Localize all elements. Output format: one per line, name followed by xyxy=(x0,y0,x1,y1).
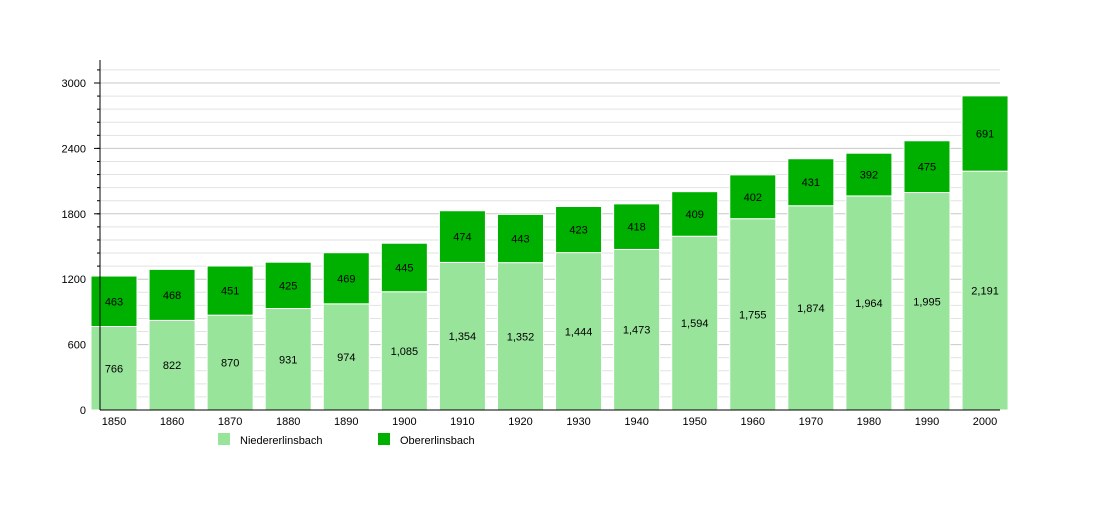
x-tick-label: 1960 xyxy=(741,416,765,428)
data-label: 822 xyxy=(163,360,181,372)
bar-niedererlinsbach-1850 xyxy=(90,326,138,411)
data-label: 475 xyxy=(918,162,936,174)
data-label: 1,444 xyxy=(565,326,593,338)
data-label: 468 xyxy=(163,290,181,302)
bar-obererlinsbach-1870 xyxy=(206,265,254,316)
bar-obererlinsbach-1980 xyxy=(845,152,893,197)
y-tick-label: 3000 xyxy=(62,78,86,90)
x-tick-label: 1990 xyxy=(915,416,939,428)
data-label: 443 xyxy=(511,233,529,245)
x-tick-label: 1940 xyxy=(624,416,648,428)
bar-niedererlinsbach-1860 xyxy=(148,319,196,411)
x-tick-label: 1850 xyxy=(102,416,126,428)
data-label: 1,964 xyxy=(855,298,883,310)
bar-niedererlinsbach-1990 xyxy=(903,192,951,411)
bar-obererlinsbach-1910 xyxy=(438,210,486,263)
data-label: 1,874 xyxy=(797,303,825,315)
data-label: 1,085 xyxy=(391,346,419,358)
bar-obererlinsbach-1930 xyxy=(555,205,603,254)
bar-obererlinsbach-2000 xyxy=(961,95,1009,172)
bar-niedererlinsbach-1980 xyxy=(845,195,893,411)
data-label: 1,354 xyxy=(449,331,477,343)
bar-niedererlinsbach-2000 xyxy=(961,170,1009,411)
data-label: 1,473 xyxy=(623,325,651,337)
data-label: 1,594 xyxy=(681,318,709,330)
bar-niedererlinsbach-1960 xyxy=(729,218,777,411)
legend-label: Obererlinsbach xyxy=(400,435,475,447)
data-label: 766 xyxy=(105,363,123,375)
y-tick-label: 2400 xyxy=(62,143,86,155)
data-label: 469 xyxy=(337,273,355,285)
legend-swatch xyxy=(378,433,390,445)
bar-obererlinsbach-1950 xyxy=(671,191,719,237)
x-tick-label: 1980 xyxy=(857,416,881,428)
bar-niedererlinsbach-1870 xyxy=(206,314,254,411)
bar-niedererlinsbach-1910 xyxy=(438,261,486,411)
y-tick-label: 1800 xyxy=(62,209,86,221)
data-label: 1,755 xyxy=(739,309,767,321)
bar-obererlinsbach-1860 xyxy=(148,268,196,321)
x-tick-label: 1880 xyxy=(276,416,300,428)
legend-swatch xyxy=(218,433,230,445)
data-label: 418 xyxy=(627,222,645,234)
x-tick-label: 1900 xyxy=(392,416,416,428)
data-label: 2,191 xyxy=(971,286,999,298)
data-label: 691 xyxy=(976,129,994,141)
y-tick-label: 1200 xyxy=(62,274,86,286)
data-label: 463 xyxy=(105,296,123,308)
x-tick-label: 1860 xyxy=(160,416,184,428)
data-label: 409 xyxy=(686,209,704,221)
data-label: 1,995 xyxy=(913,296,941,308)
x-tick-label: 1910 xyxy=(450,416,474,428)
x-tick-label: 1930 xyxy=(566,416,590,428)
bar-obererlinsbach-1920 xyxy=(496,213,544,264)
data-label: 402 xyxy=(744,192,762,204)
x-tick-label: 1890 xyxy=(334,416,358,428)
bar-obererlinsbach-1990 xyxy=(903,140,951,194)
data-label: 423 xyxy=(569,225,587,237)
bar-niedererlinsbach-1890 xyxy=(322,303,370,411)
x-tick-label: 1920 xyxy=(508,416,532,428)
data-label: 445 xyxy=(395,262,413,274)
data-label: 431 xyxy=(802,177,820,189)
y-tick-label: 600 xyxy=(68,340,86,352)
data-label: 1,352 xyxy=(507,331,535,343)
data-label: 974 xyxy=(337,352,355,364)
bar-obererlinsbach-1970 xyxy=(787,158,835,207)
x-tick-label: 1870 xyxy=(218,416,242,428)
bar-obererlinsbach-1940 xyxy=(613,203,661,250)
x-tick-label: 2000 xyxy=(973,416,997,428)
data-label: 931 xyxy=(279,354,297,366)
legend-label: Niedererlinsbach xyxy=(240,435,323,447)
bar-obererlinsbach-1880 xyxy=(264,261,312,310)
data-label: 425 xyxy=(279,280,297,292)
x-tick-label: 1950 xyxy=(682,416,706,428)
y-tick-label: 0 xyxy=(80,405,86,417)
bar-obererlinsbach-1850 xyxy=(90,275,138,328)
bar-niedererlinsbach-1900 xyxy=(380,291,428,411)
bar-niedererlinsbach-1880 xyxy=(264,308,312,411)
bar-niedererlinsbach-1940 xyxy=(613,248,661,411)
data-label: 474 xyxy=(453,232,471,244)
bar-obererlinsbach-1960 xyxy=(729,174,777,220)
x-tick-label: 1970 xyxy=(799,416,823,428)
data-label: 870 xyxy=(221,358,239,370)
data-label: 392 xyxy=(860,170,878,182)
bar-niedererlinsbach-1970 xyxy=(787,205,835,411)
bar-obererlinsbach-1900 xyxy=(380,242,428,293)
data-label: 451 xyxy=(221,286,239,298)
bar-obererlinsbach-1890 xyxy=(322,252,370,305)
